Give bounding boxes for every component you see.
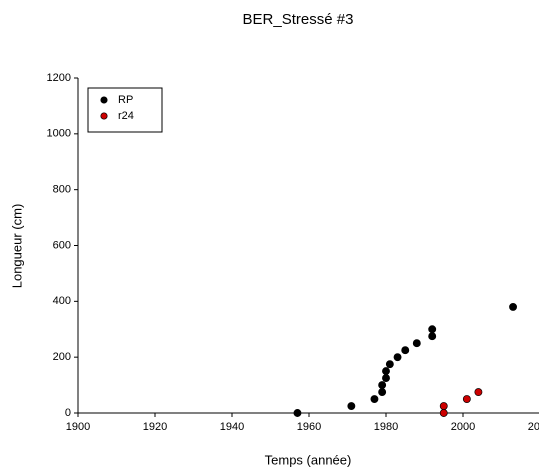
x-tick-label: 1920 — [143, 421, 167, 433]
x-axis-title: Temps (année) — [265, 452, 352, 467]
y-tick-label: 200 — [53, 351, 71, 363]
data-point — [428, 325, 437, 334]
y-tick-label: 600 — [53, 239, 71, 251]
legend-box — [87, 87, 163, 133]
data-point — [382, 367, 390, 376]
data-point — [393, 353, 402, 362]
y-tick-label: 800 — [53, 184, 71, 196]
x-tick-label: 2000 — [451, 421, 475, 433]
data-point — [293, 409, 302, 417]
data-point — [509, 302, 517, 311]
data-point — [439, 409, 448, 417]
data-point — [428, 332, 437, 341]
y-tick-label: 1000 — [47, 128, 71, 140]
data-point — [382, 374, 390, 383]
y-tick-label: 0 — [65, 407, 71, 419]
x-tick-label: 2020 — [528, 421, 539, 433]
x-tick-label: 1940 — [220, 421, 244, 433]
legend-label: r24 — [118, 110, 134, 122]
x-tick-label: 1960 — [297, 421, 321, 433]
chart-title: BER_Stressé #3 — [243, 11, 354, 28]
y-tick-label: 400 — [53, 295, 71, 307]
data-point — [401, 346, 410, 355]
data-point — [378, 381, 387, 390]
legend-label: RP — [118, 94, 133, 106]
legend-marker — [100, 112, 108, 120]
data-point — [474, 388, 483, 397]
y-axis-title: Longueur (cm) — [9, 204, 24, 289]
legend-marker — [100, 96, 108, 104]
data-point — [385, 360, 394, 369]
data-point — [462, 395, 471, 403]
data-point — [347, 402, 356, 410]
data-point — [378, 388, 387, 397]
data-point — [439, 402, 448, 410]
y-tick-label: 1200 — [47, 72, 71, 84]
x-tick-label: 1980 — [374, 421, 398, 433]
data-point — [370, 395, 379, 403]
x-tick-label: 1900 — [66, 421, 90, 433]
data-point — [412, 339, 421, 348]
